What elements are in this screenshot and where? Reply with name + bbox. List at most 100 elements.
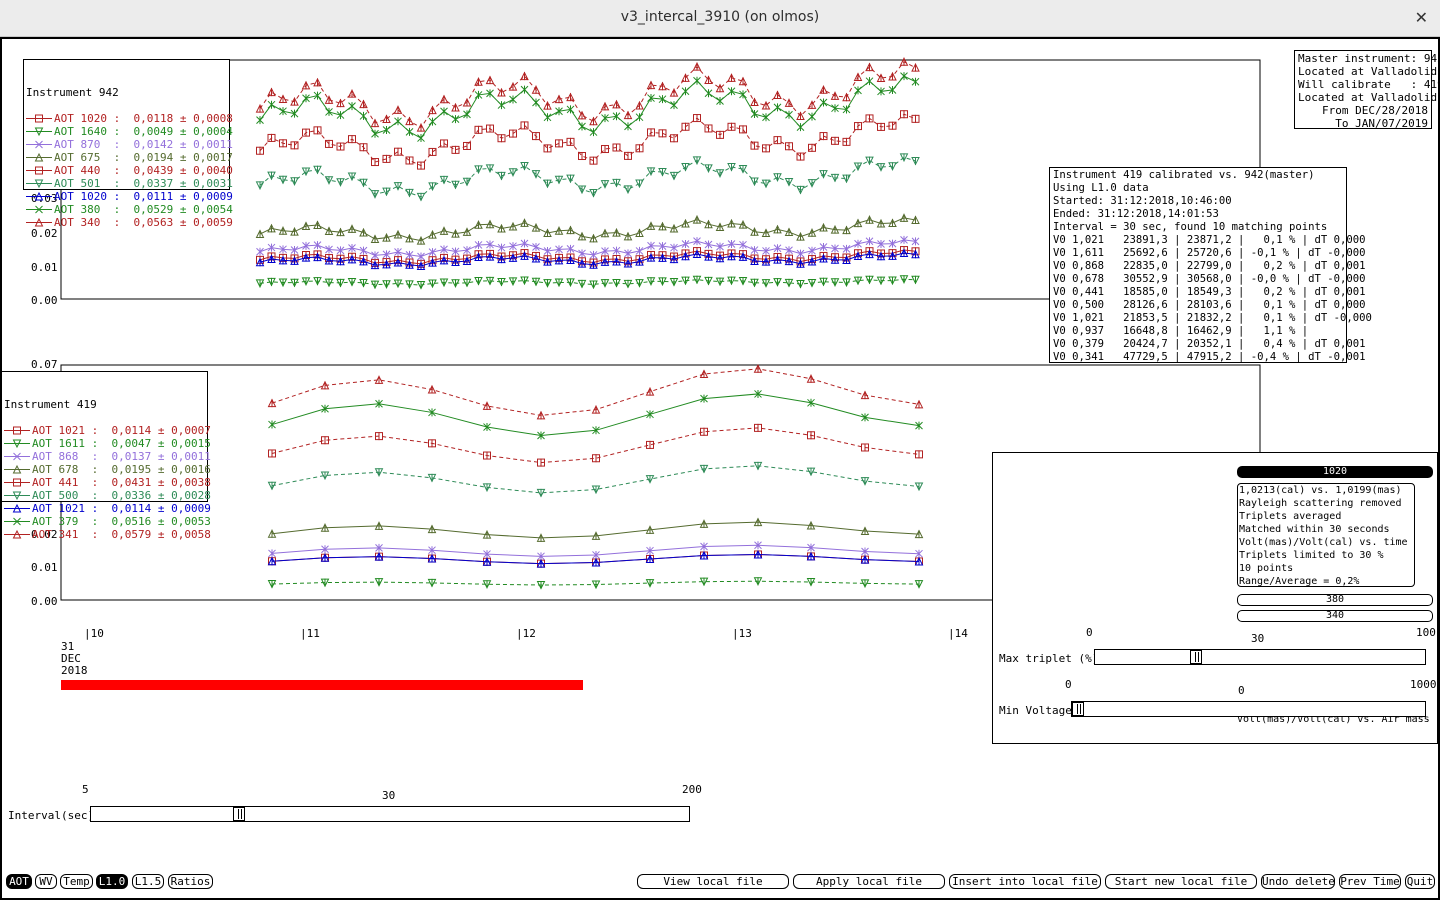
v0-row[interactable]: V0 0,500 28126,6 | 28103,6 | 0,1 % | dT … [1053, 299, 1366, 311]
interval-slider[interactable] [90, 806, 690, 822]
toggle-ratios[interactable]: Ratios [168, 874, 213, 889]
selection-range-bar[interactable] [61, 680, 583, 690]
marker-x [394, 117, 402, 126]
option-item[interactable]: Rayleigh scattering removed [1239, 498, 1402, 509]
v0-row[interactable]: V0 1,611 25692,6 | 25720,6 | -0,1 % | dT… [1053, 247, 1366, 259]
marker-tri-up [911, 63, 920, 72]
marker-tri-up [738, 252, 748, 261]
apply-local-file-button[interactable]: Apply local file [793, 874, 945, 889]
undo-delete-button[interactable]: Undo delete [1261, 874, 1335, 889]
v0-row[interactable]: V0 0,441 18585,0 | 18549,3 | 0,2 % | dT … [1053, 286, 1366, 298]
v0-row[interactable]: V0 1,021 23891,3 | 23871,2 | 0,1 % | dT … [1053, 234, 1366, 246]
marker-tri-down [324, 278, 334, 288]
marker-x [382, 126, 391, 134]
marker-x [440, 245, 448, 254]
marker-x [428, 117, 437, 126]
marker-square [612, 143, 621, 152]
marker-x [911, 237, 920, 246]
max-triplet-slider[interactable] [1094, 649, 1426, 665]
marker-tri-down [12, 491, 22, 501]
legend-entry: AOT 341 : 0,0579 ± 0,0058 [2, 528, 211, 541]
toggle-l10[interactable]: L1.0 [96, 874, 128, 889]
toggle-l15[interactable]: L1.5 [132, 874, 164, 889]
v0-row[interactable]: V0 1,021 21853,5 | 21832,2 | 0,1 % | dT … [1053, 312, 1372, 324]
x-tick-label: |11 [300, 627, 320, 640]
marker-tri-up [635, 228, 644, 237]
view-local-file-button[interactable]: View local file [637, 874, 789, 889]
marker-tri-up [393, 105, 403, 114]
marker-tri-up [807, 256, 817, 266]
marker-tri-up [531, 222, 541, 232]
marker-tri-up [853, 251, 863, 261]
marker-tri-down [860, 477, 870, 486]
marker-tri-up [12, 529, 22, 539]
marker-x [359, 246, 368, 255]
airmass-option-hidden[interactable]: Volt(mas)/Volt(cal) vs. Air mass [1237, 714, 1430, 724]
v0-row[interactable]: V0 0,937 16648,8 | 16462,9 | 1,1 % | [1053, 325, 1309, 337]
marker-tri-down [520, 161, 529, 171]
marker-tri-down [536, 488, 546, 498]
marker-tri-up [267, 398, 277, 408]
min-voltage-knob[interactable] [1072, 702, 1084, 716]
quit-button[interactable]: Quit [1405, 874, 1435, 889]
v0-row[interactable]: V0 0,379 20424,7 | 20352,1 | 0,4 % | dT … [1053, 338, 1366, 350]
marker-x [911, 77, 920, 86]
option-item[interactable]: Range/Average = 0,2% [1239, 576, 1360, 587]
option-item[interactable]: 10 points [1239, 563, 1294, 574]
marker-tri-up [646, 253, 656, 262]
prev-time-button[interactable]: Prev Time [1339, 874, 1401, 889]
max-triplet-knob[interactable] [1190, 650, 1203, 664]
wavelength-button-340[interactable]: 340 [1237, 610, 1433, 622]
marker-x [888, 239, 897, 248]
marker-tri-down [645, 579, 655, 588]
marker-tri-down [645, 475, 655, 484]
options-list[interactable]: 1,0213(cal) vs. 1,0199(mas) Rayleigh scat… [1237, 483, 1415, 587]
marker-x [13, 517, 21, 526]
toggle-aot[interactable]: AOT [6, 874, 32, 889]
option-item[interactable]: Triplets limited to 30 % [1239, 550, 1384, 561]
marker-square [463, 141, 471, 150]
wavelength-button-380[interactable]: 380 [1237, 594, 1433, 606]
wavelength-button-1020[interactable]: 1020 [1237, 466, 1433, 478]
legend-symbol-icon [26, 205, 52, 214]
marker-x [670, 101, 678, 109]
marker-tri-up [750, 256, 759, 265]
close-icon[interactable]: ✕ [1414, 8, 1428, 27]
marker-square [807, 431, 815, 440]
marker-square [451, 145, 460, 154]
legend-title: Instrument 942 [26, 86, 119, 99]
marker-tri-up [853, 218, 863, 228]
bottom-y-tick-label: 0.00 [31, 595, 58, 608]
marker-tri-up [347, 89, 357, 98]
master-info-line: Will calibrate : 419 [1298, 78, 1440, 91]
marker-x [807, 543, 815, 552]
toggle-temp[interactable]: Temp [60, 874, 93, 889]
insert-into-local-file-button[interactable]: Insert into local file [949, 874, 1101, 889]
marker-x [877, 240, 885, 248]
bottom-series [267, 364, 924, 420]
option-item[interactable]: Volt(mas)/Volt(cal) vs. time [1239, 537, 1408, 548]
marker-tri-down [278, 175, 288, 185]
v0-row[interactable]: V0 0,868 22835,0 | 22799,0 | 0,2 % | dT … [1053, 260, 1366, 272]
marker-tri-up [600, 101, 610, 111]
v0-row[interactable]: V0 0,678 30552,9 | 30568,0 | -0,0 % | dT… [1053, 273, 1366, 285]
marker-tri-up [750, 97, 759, 107]
min-voltage-slider[interactable] [1071, 701, 1426, 717]
option-item[interactable]: Triplets averaged [1239, 511, 1342, 522]
interval-slider-knob[interactable] [233, 807, 246, 821]
marker-tri-up [482, 530, 492, 539]
marker-tri-up [623, 110, 633, 120]
option-item[interactable]: Matched within 30 seconds [1239, 524, 1390, 535]
legend-entry: AOT 870 : 0,0142 ± 0,0011 [24, 138, 233, 151]
marker-tri-up [704, 219, 713, 229]
marker-x [325, 108, 333, 116]
marker-tri-up [370, 234, 380, 244]
option-item[interactable]: 1,0213(cal) vs. 1,0199(mas) [1239, 485, 1402, 496]
marker-tri-down [646, 167, 656, 176]
marker-tri-down [531, 170, 541, 179]
marker-x [405, 128, 414, 136]
v0-row[interactable]: V0 0,341 47729,5 | 47915,2 | -0,4 % | dT… [1053, 351, 1366, 363]
marker-square [624, 151, 632, 160]
start-new-local-file-button[interactable]: Start new local file [1105, 874, 1257, 889]
toggle-wv[interactable]: WV [35, 874, 57, 889]
